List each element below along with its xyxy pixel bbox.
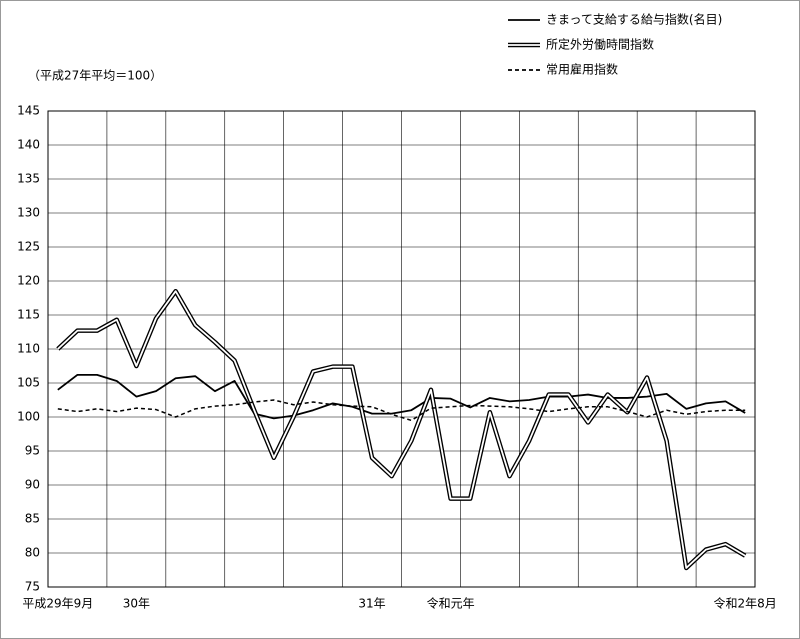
series-line — [57, 399, 746, 422]
y-tick-label: 125 — [17, 240, 40, 254]
y-tick-label: 135 — [17, 172, 40, 186]
series-line-inner — [57, 290, 746, 569]
y-tick-label: 75 — [25, 580, 40, 594]
y-tick-label: 80 — [25, 546, 40, 560]
y-tick-label: 115 — [17, 308, 40, 322]
legend-label: 所定外労働時間指数 — [546, 37, 654, 52]
x-tick-label: 平成29年9月 — [22, 597, 93, 611]
x-tick-label: 30年 — [123, 597, 150, 611]
y-tick-label: 120 — [17, 274, 40, 288]
y-tick-label: 95 — [25, 444, 40, 458]
y-tick-label: 85 — [25, 512, 40, 526]
y-tick-label: 145 — [17, 104, 40, 118]
y-tick-label: 105 — [17, 376, 40, 390]
y-tick-label: 90 — [25, 478, 40, 492]
legend-label: 常用雇用指数 — [546, 62, 618, 77]
x-tick-label: 令和2年8月 — [714, 596, 777, 611]
x-tick-label: 令和元年 — [427, 596, 475, 611]
annotation: （平成27年平均＝100） — [28, 69, 162, 83]
y-tick-label: 140 — [17, 138, 40, 152]
y-tick-label: 130 — [17, 206, 40, 220]
y-tick-label: 110 — [17, 342, 40, 356]
x-tick-label: 31年 — [358, 597, 385, 611]
legend-label: きまって支給する給与指数(名目) — [546, 12, 722, 27]
series-line — [57, 373, 746, 420]
y-tick-label: 100 — [17, 410, 40, 424]
